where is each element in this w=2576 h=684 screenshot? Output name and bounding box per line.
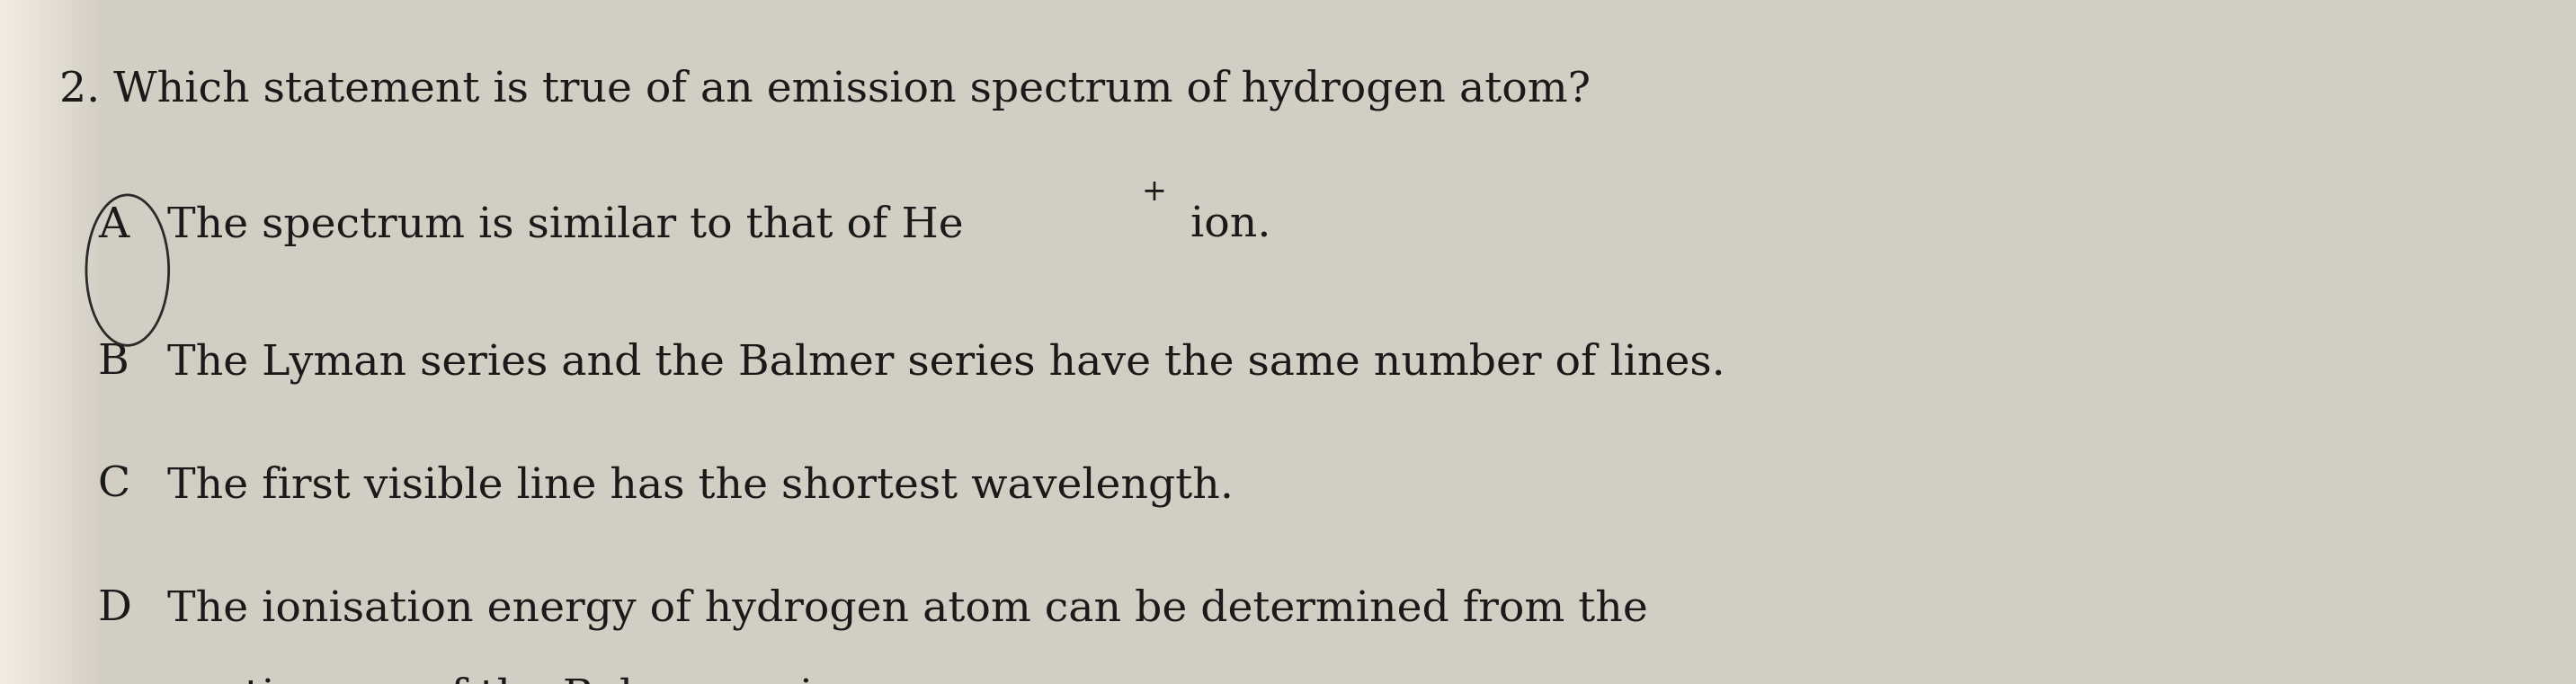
Text: ion.: ion. xyxy=(1177,205,1270,246)
Text: D: D xyxy=(98,588,131,629)
Text: A: A xyxy=(98,205,129,246)
Text: B: B xyxy=(98,342,129,382)
Text: The Lyman series and the Balmer series have the same number of lines.: The Lyman series and the Balmer series h… xyxy=(167,342,1726,384)
Text: +: + xyxy=(1141,178,1167,207)
Text: The first visible line has the shortest wavelength.: The first visible line has the shortest … xyxy=(167,465,1234,507)
Text: The spectrum is similar to that of He: The spectrum is similar to that of He xyxy=(167,205,963,246)
Text: C: C xyxy=(98,465,131,505)
Text: continuum  of the Balmer series.: continuum of the Balmer series. xyxy=(167,677,873,684)
Text: 2. Which statement is true of an emission spectrum of hydrogen atom?: 2. Which statement is true of an emissio… xyxy=(59,68,1589,110)
Text: The ionisation energy of hydrogen atom can be determined from the: The ionisation energy of hydrogen atom c… xyxy=(167,588,1649,630)
